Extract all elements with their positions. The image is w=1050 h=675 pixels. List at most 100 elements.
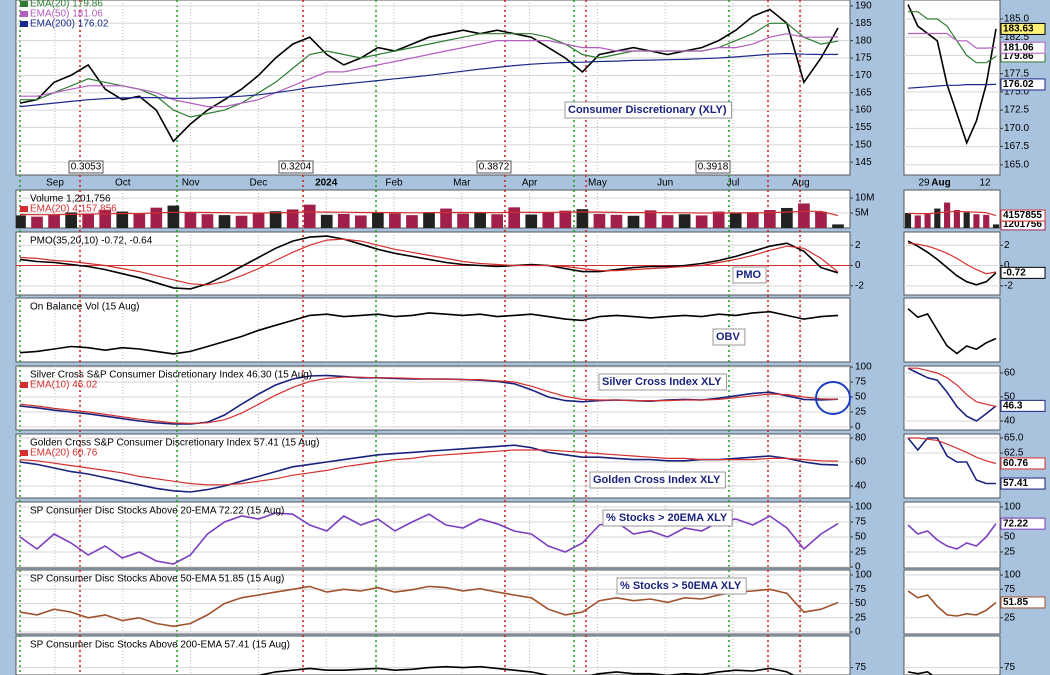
y-tick-label: 25: [1004, 547, 1016, 558]
x-tick-label: Aug: [931, 178, 950, 189]
volume-bar: [303, 204, 316, 228]
volume-bar: [712, 211, 725, 228]
y-tick-label: 185: [855, 18, 872, 29]
x-tick-label: Dec: [250, 178, 268, 189]
value-tag-label: -0.72: [1003, 267, 1026, 278]
annotation-box: [616, 577, 747, 595]
y-tick-label: 50: [855, 598, 867, 609]
value-tag-label: 183.63: [1003, 24, 1034, 35]
y-tick-label: 175.0: [1004, 87, 1029, 98]
legend-swatch: [20, 382, 28, 388]
series-line: [19, 235, 839, 290]
annotation-label: Silver Cross Index XLY: [602, 376, 722, 388]
volume-bar: [184, 212, 197, 228]
y-tick-label: 150: [855, 139, 872, 150]
value-tag-label: 181.06: [1003, 42, 1034, 53]
volume-bar: [644, 210, 657, 228]
series-line: [907, 367, 997, 422]
panel: [15, 0, 851, 176]
y-tick-label: 75: [1004, 584, 1016, 595]
legend-label: EMA(20) 4,157,856: [30, 204, 117, 215]
y-tick-label: 0: [855, 422, 861, 433]
value-tag: [1000, 596, 1046, 609]
panel: [15, 635, 851, 675]
volume-bar: [924, 213, 931, 228]
volume-bar: [167, 205, 180, 228]
series-line: [907, 437, 996, 485]
y-tick-label: 50: [1004, 532, 1016, 543]
y-tick-label: 165.0: [1004, 159, 1029, 170]
volume-bar: [116, 211, 129, 228]
y-tick-label: 155: [855, 122, 872, 133]
y-tick-label: 167.5: [1004, 141, 1029, 152]
series-line: [19, 310, 839, 355]
series-line: [907, 242, 997, 275]
y-tick-label: 145: [855, 157, 872, 168]
panel-marks: [904, 437, 1000, 485]
volume-bar: [525, 214, 538, 228]
volume-bar: [491, 214, 504, 228]
value-tag: [1000, 517, 1046, 530]
y-tick-label: 80: [855, 433, 867, 444]
legend-label: EMA(10) 46.02: [30, 380, 98, 391]
legend-swatch: [20, 450, 28, 456]
y-tick-label: 170.0: [1004, 123, 1029, 134]
y-tick-label: 100: [855, 570, 872, 581]
panel: [903, 501, 1001, 569]
y-tick-label: 5M: [855, 208, 869, 219]
volume-bar: [150, 207, 163, 228]
legend-label: EMA(20) 60.76: [30, 448, 98, 459]
volume-bar: [389, 213, 401, 228]
volume-bar: [610, 214, 623, 228]
value-tag: [1000, 399, 1046, 412]
panel-marks: [904, 367, 1000, 422]
volume-bar: [695, 215, 708, 228]
annotation-label: Golden Cross Index XLY: [593, 474, 721, 486]
series-line: [907, 83, 997, 89]
value-tag-label: 72.22: [1003, 518, 1028, 529]
panel-marks: [16, 197, 850, 228]
y-tick-label: 25: [1004, 612, 1016, 623]
annotation-box: [712, 328, 746, 346]
panel-title: SP Consumer Disc Stocks Above 50-EMA 51.…: [30, 574, 284, 585]
series-line: [908, 32, 997, 49]
annotation-label: PMO: [736, 269, 762, 281]
x-tick-label: Nov: [182, 178, 200, 189]
y-tick-label: 40: [855, 481, 867, 492]
series-line: [908, 437, 997, 465]
dividend-label: 0.3053: [71, 162, 102, 173]
x-tick-label: 2024: [315, 178, 338, 189]
legend-label: EMA(50) 181.06: [30, 9, 103, 20]
y-tick-label: 75: [855, 517, 867, 528]
panel-marks: [16, 574, 850, 633]
volume-bar: [286, 209, 299, 228]
volume-bar: [423, 212, 435, 228]
volume-bar: [953, 210, 960, 228]
volume-bar: [678, 214, 691, 228]
series-line: [19, 512, 839, 565]
y-tick-label: 0: [855, 627, 861, 638]
value-tag-label: 60.76: [1003, 458, 1028, 469]
series-line: [907, 240, 997, 286]
volume-bar: [133, 213, 146, 228]
series-line: [907, 210, 997, 217]
series-line: [908, 11, 997, 64]
y-tick-label: 182.5: [1004, 32, 1029, 43]
volume-bar: [661, 215, 674, 228]
y-tick-label: 60: [855, 457, 867, 468]
series-line: [908, 367, 997, 408]
legend-swatch: [20, 206, 28, 212]
volume-bar: [832, 224, 844, 228]
volume-bar: [252, 213, 265, 228]
volume-bar: [746, 212, 759, 228]
volume-bar: [201, 214, 214, 228]
annotation-label: OBV: [716, 331, 741, 343]
annotation-box: [564, 101, 733, 119]
y-tick-label: 75: [855, 377, 867, 388]
annotation-box: [602, 509, 733, 527]
annotation-label: % Stocks > 20EMA XLY: [606, 512, 728, 524]
y-tick-label: 170: [855, 70, 872, 81]
value-tag: [1000, 457, 1046, 470]
y-tick-label: 65.0: [1004, 433, 1024, 444]
